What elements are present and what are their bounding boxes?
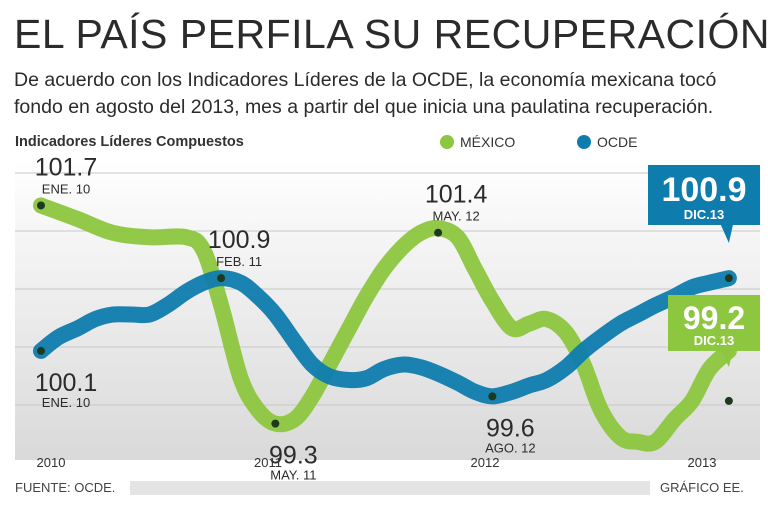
annotation-dot [37,201,45,210]
x-tick-label: 2013 [688,455,717,470]
page-title: EL PAÍS PERFILA SU RECUPERACIÓN [14,11,768,57]
annotation-value: 100.9 [208,226,271,254]
annotation-value: 100.1 [35,369,98,397]
data-points [37,201,733,428]
legend-ocde-swatch [577,135,591,149]
annotation-dot [271,419,280,428]
annotation-value: 99.3 [269,442,318,470]
callout-dot [724,396,733,405]
annotation-value: 99.6 [486,414,535,442]
annotation-date: ENE. 10 [42,181,90,196]
annotation-date: FEB. 11 [216,254,262,269]
legend-mexico-label: MÉXICO [460,134,516,150]
legend-mexico-swatch [440,135,454,149]
callout-date: DIC.13 [684,207,724,222]
callout-box [668,295,760,351]
x-tick-label: 2010 [37,455,66,470]
annotation-value: 101.4 [425,181,488,209]
series-line-mexico [33,197,737,452]
annotation-dot [37,346,45,355]
series-line-ocde [33,270,737,405]
x-axis-ticks: 2010 2011 2012 2013 [37,455,717,470]
page-subtitle: De acuerdo con los Indicadores Líderes d… [14,69,717,118]
callout-box [648,165,760,225]
annotation-date: ENE. 10 [42,395,90,410]
annotation-value: 101.7 [35,153,98,181]
footer-bar [130,481,650,495]
annotation-dot [488,392,497,401]
annotation-date: MAY. 11 [270,468,316,483]
legend-ocde: OCDE [577,134,637,150]
callout-dot [724,274,733,283]
x-tick-label: 2011 [254,455,282,470]
series-lines [33,197,737,452]
chart-label: Indicadores Líderes Compuestos [15,134,244,150]
callout-value: 99.2 [683,300,745,336]
callout-pointer [720,351,733,367]
annotation-dot [217,274,226,283]
x-tick-label: 2012 [471,455,500,470]
callout-pointer [720,225,733,243]
footer-source: FUENTE: OCDE. [15,480,116,495]
annotation-date: MAY. 12 [433,209,480,224]
legend-mexico: MÉXICO [440,134,515,150]
footer-credit: GRÁFICO EE. [660,480,744,495]
callout-date: DIC.13 [694,333,734,348]
legend-ocde-label: OCDE [597,134,638,150]
callout-value: 100.9 [661,171,746,209]
annotation-dot [434,228,443,237]
annotation-date: AGO. 12 [485,440,536,455]
